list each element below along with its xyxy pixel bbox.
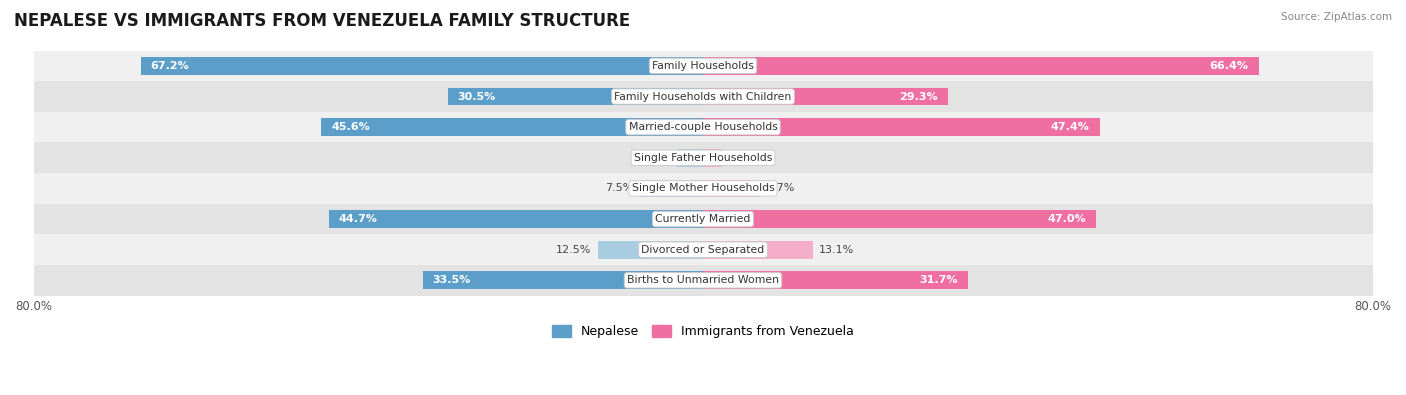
Text: Currently Married: Currently Married [655, 214, 751, 224]
Text: 31.7%: 31.7% [920, 275, 959, 285]
Text: 12.5%: 12.5% [557, 245, 592, 255]
Text: 67.2%: 67.2% [150, 61, 190, 71]
Bar [640, 179, 703, 197]
Bar [34, 81, 1372, 112]
Bar [34, 51, 1372, 81]
Bar [599, 241, 703, 259]
Text: 30.5%: 30.5% [458, 92, 496, 102]
Bar [447, 88, 703, 105]
Text: Family Households with Children: Family Households with Children [614, 92, 792, 102]
Text: Married-couple Households: Married-couple Households [628, 122, 778, 132]
Bar [703, 210, 1097, 228]
Text: 6.7%: 6.7% [766, 183, 794, 194]
Bar [703, 118, 1099, 136]
Text: NEPALESE VS IMMIGRANTS FROM VENEZUELA FAMILY STRUCTURE: NEPALESE VS IMMIGRANTS FROM VENEZUELA FA… [14, 12, 630, 30]
Bar [703, 179, 759, 197]
Text: Births to Unmarried Women: Births to Unmarried Women [627, 275, 779, 285]
Text: 29.3%: 29.3% [900, 92, 938, 102]
Text: 33.5%: 33.5% [433, 275, 471, 285]
Bar [34, 143, 1372, 173]
Bar [34, 265, 1372, 295]
Bar [141, 57, 703, 75]
Bar [34, 173, 1372, 204]
Text: 66.4%: 66.4% [1209, 61, 1249, 71]
Bar [34, 112, 1372, 143]
Bar [34, 234, 1372, 265]
Text: Single Father Households: Single Father Households [634, 153, 772, 163]
Text: 3.1%: 3.1% [643, 153, 671, 163]
Text: 47.4%: 47.4% [1050, 122, 1090, 132]
Bar [703, 241, 813, 259]
Bar [703, 88, 948, 105]
Bar [423, 271, 703, 289]
Text: Single Mother Households: Single Mother Households [631, 183, 775, 194]
Bar [703, 57, 1258, 75]
Text: 44.7%: 44.7% [339, 214, 378, 224]
Text: 13.1%: 13.1% [820, 245, 855, 255]
Bar [678, 149, 703, 167]
Legend: Nepalese, Immigrants from Venezuela: Nepalese, Immigrants from Venezuela [547, 320, 859, 343]
Text: 2.3%: 2.3% [728, 153, 758, 163]
Text: Divorced or Separated: Divorced or Separated [641, 245, 765, 255]
Text: 7.5%: 7.5% [605, 183, 634, 194]
Text: Family Households: Family Households [652, 61, 754, 71]
Bar [703, 149, 723, 167]
Text: 45.6%: 45.6% [332, 122, 370, 132]
Bar [329, 210, 703, 228]
Bar [34, 204, 1372, 234]
Text: 47.0%: 47.0% [1047, 214, 1087, 224]
Text: Source: ZipAtlas.com: Source: ZipAtlas.com [1281, 12, 1392, 22]
Bar [322, 118, 703, 136]
Bar [703, 271, 969, 289]
